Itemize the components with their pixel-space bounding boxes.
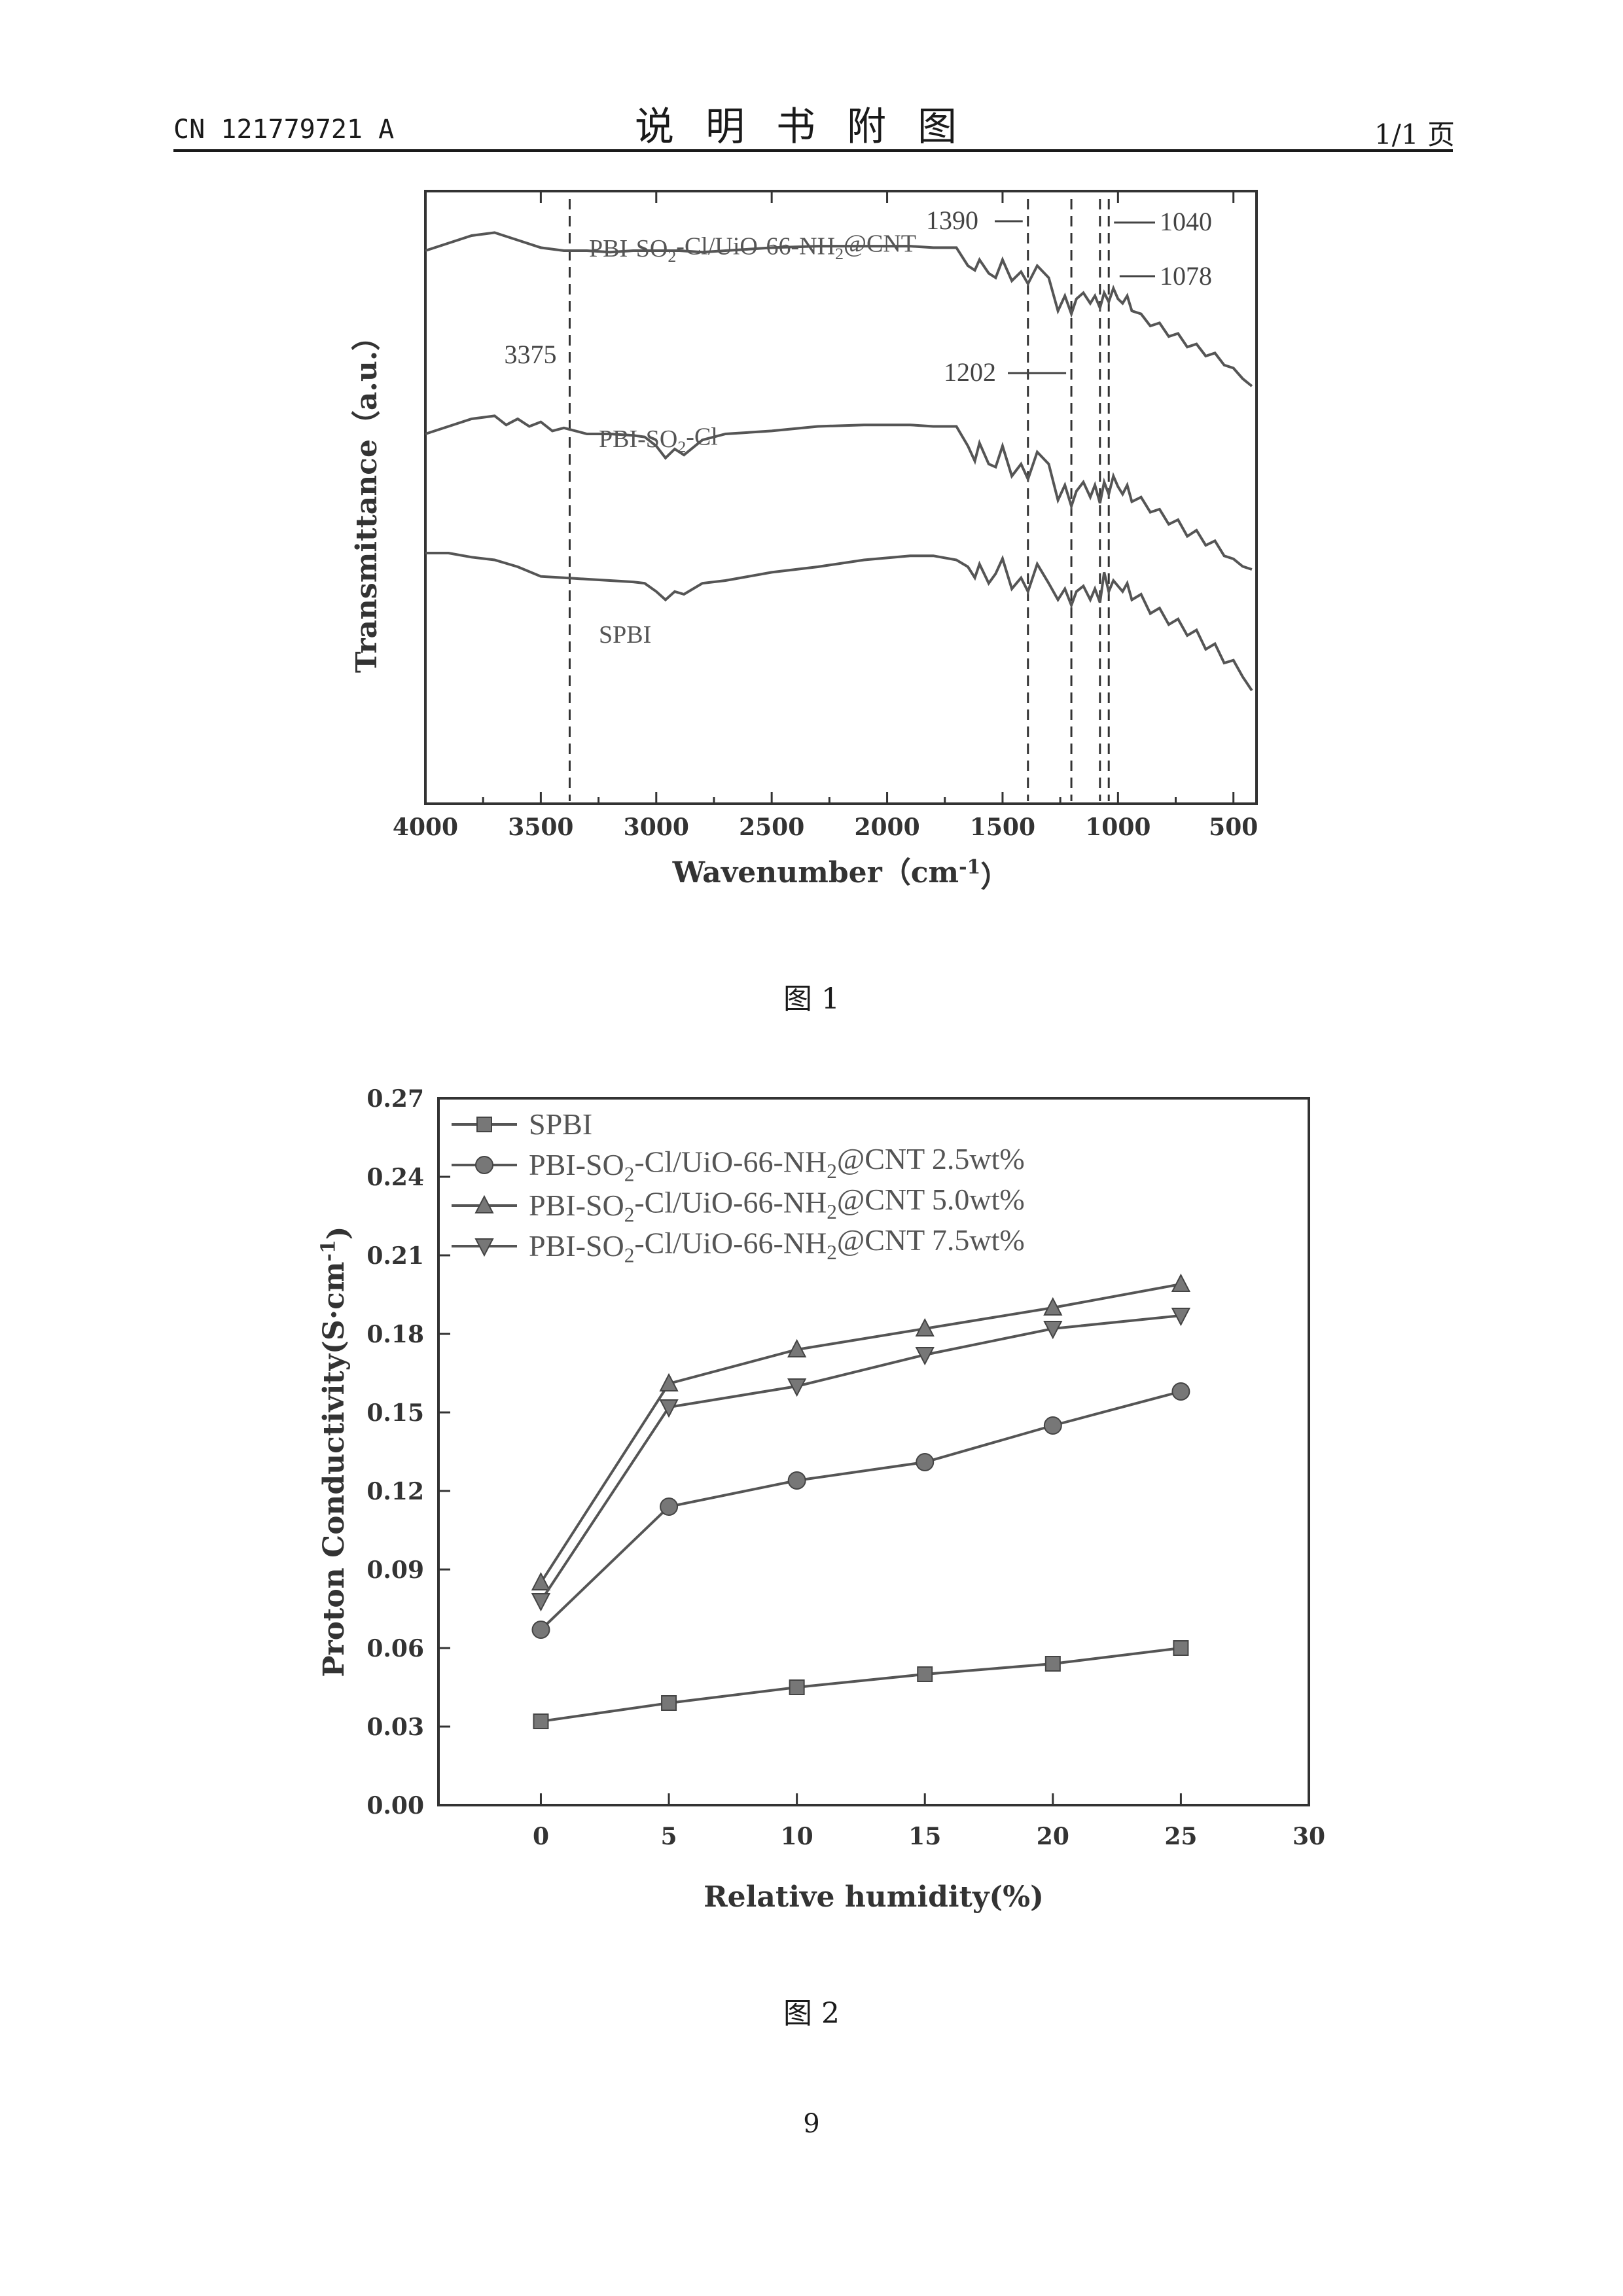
y-axis-label: Proton Conductivity(S·cm-1​) [317, 1226, 355, 1677]
y-axis-label: Transmittance（a.u.） [350, 322, 383, 673]
data-point [1043, 1416, 1062, 1435]
x-tick-label: 2500 [739, 814, 804, 841]
data-point [533, 1713, 549, 1729]
x-tick-label: 0 [533, 1823, 549, 1850]
spectrum-line [425, 414, 1253, 571]
page-of: 1/1 页 [1374, 118, 1455, 151]
x-tick-label: 3000 [624, 814, 689, 841]
series-line [539, 1283, 1181, 1584]
y-tick-label: 0.15 [366, 1399, 424, 1427]
header-rule [173, 149, 1453, 152]
data-point [659, 1399, 679, 1418]
legend-label: SPBI [529, 1107, 592, 1141]
y-tick-label: 0.18 [366, 1321, 424, 1348]
series-line [539, 1314, 1181, 1602]
data-point [474, 1194, 494, 1213]
x-tick-label: 4000 [393, 814, 458, 841]
x-tick-label: 10 [781, 1823, 813, 1850]
spectrum-line [425, 552, 1253, 692]
data-point [917, 1666, 933, 1682]
plot-frame [424, 190, 1258, 805]
data-point [787, 1378, 807, 1397]
legend-label: PBI-SO2​-Cl/UiO-66-NH2​@CNT 2.5wt% [529, 1142, 1025, 1185]
annotation-label: 1390 [926, 206, 978, 235]
page-number: 9 [803, 2109, 820, 2139]
annotation-label: 3375 [504, 340, 556, 369]
data-point [475, 1156, 493, 1174]
series-label: PBI-SO2​-Cl [599, 423, 718, 456]
x-axis-label: Wavenumber（cm-1​） [672, 856, 1010, 894]
x-tick-label: 20 [1037, 1823, 1069, 1850]
data-point [1171, 1273, 1191, 1292]
annotation-label: 1202 [944, 357, 996, 387]
data-point [787, 1471, 806, 1490]
data-point [915, 1318, 935, 1336]
y-tick-label: 0.24 [366, 1164, 424, 1191]
data-point [789, 1679, 805, 1695]
data-point [661, 1695, 677, 1711]
data-point [531, 1571, 551, 1590]
y-tick-label: 0.00 [366, 1792, 424, 1820]
series-line [540, 1390, 1181, 1631]
x-tick-label: 2000 [854, 814, 919, 841]
y-tick-label: 0.12 [366, 1478, 424, 1505]
data-point [474, 1238, 494, 1257]
data-point [1044, 1656, 1061, 1672]
data-point [660, 1498, 679, 1516]
data-point [476, 1117, 492, 1132]
x-tick-label: 30 [1293, 1823, 1325, 1850]
x-tick-label: 5 [661, 1823, 677, 1850]
conductivity-chart: 0 5 10 15 20 25 30 0.00 0.03 0.06 0.09 0.12 0.15 0.18… [317, 1085, 1326, 1914]
legend-label: PBI-SO2​-Cl/UiO-66-NH2​@CNT 5.0wt% [529, 1183, 1025, 1226]
legend-label: PBI-SO2​-Cl/UiO-66-NH2​@CNT 7.5wt% [529, 1223, 1025, 1266]
data-point [1043, 1297, 1063, 1316]
x-tick-label: 25 [1164, 1823, 1197, 1850]
data-point [787, 1338, 807, 1357]
data-point [659, 1372, 679, 1391]
data-point [1173, 1640, 1189, 1656]
y-tick-label: 0.09 [366, 1556, 424, 1584]
x-axis-label: Relative humidity(%) [704, 1880, 1044, 1914]
series-label: SPBI [599, 621, 651, 649]
data-point [916, 1453, 935, 1471]
ftir-chart: 4000 3500 3000 2500 2000 1500 1000 500 Wavenumbe… [350, 190, 1258, 894]
x-tick-label: 3500 [508, 814, 573, 841]
data-point [531, 1593, 551, 1612]
y-tick-label: 0.03 [366, 1713, 424, 1741]
spectrum-line [425, 231, 1253, 387]
y-tick-label: 0.27 [366, 1085, 424, 1113]
series-line [541, 1647, 1181, 1723]
data-point [915, 1347, 935, 1366]
annotation-label: 1040 [1160, 207, 1212, 236]
x-tick-label: 1500 [970, 814, 1035, 841]
y-tick-label: 0.21 [366, 1242, 424, 1270]
x-tick-label: 15 [908, 1823, 941, 1850]
section-title: 说明书附图 [635, 104, 988, 150]
data-point [1043, 1321, 1063, 1340]
plot-frame [437, 1097, 1310, 1806]
data-point [531, 1621, 550, 1639]
x-tick-label: 1000 [1085, 814, 1150, 841]
annotation-label: 1078 [1160, 261, 1212, 291]
figure2-caption: 图 2 [783, 1997, 840, 2030]
patent-number: CN 121779721 A [173, 115, 395, 145]
y-tick-label: 0.06 [366, 1635, 424, 1662]
series-label: PBI-SO2​-Cl/UiO-66-NH2​@CNT [589, 230, 916, 266]
data-point [1171, 1382, 1190, 1401]
data-point [1171, 1308, 1191, 1327]
figure1-caption: 图 1 [783, 982, 840, 1016]
x-tick-label: 500 [1209, 814, 1258, 841]
